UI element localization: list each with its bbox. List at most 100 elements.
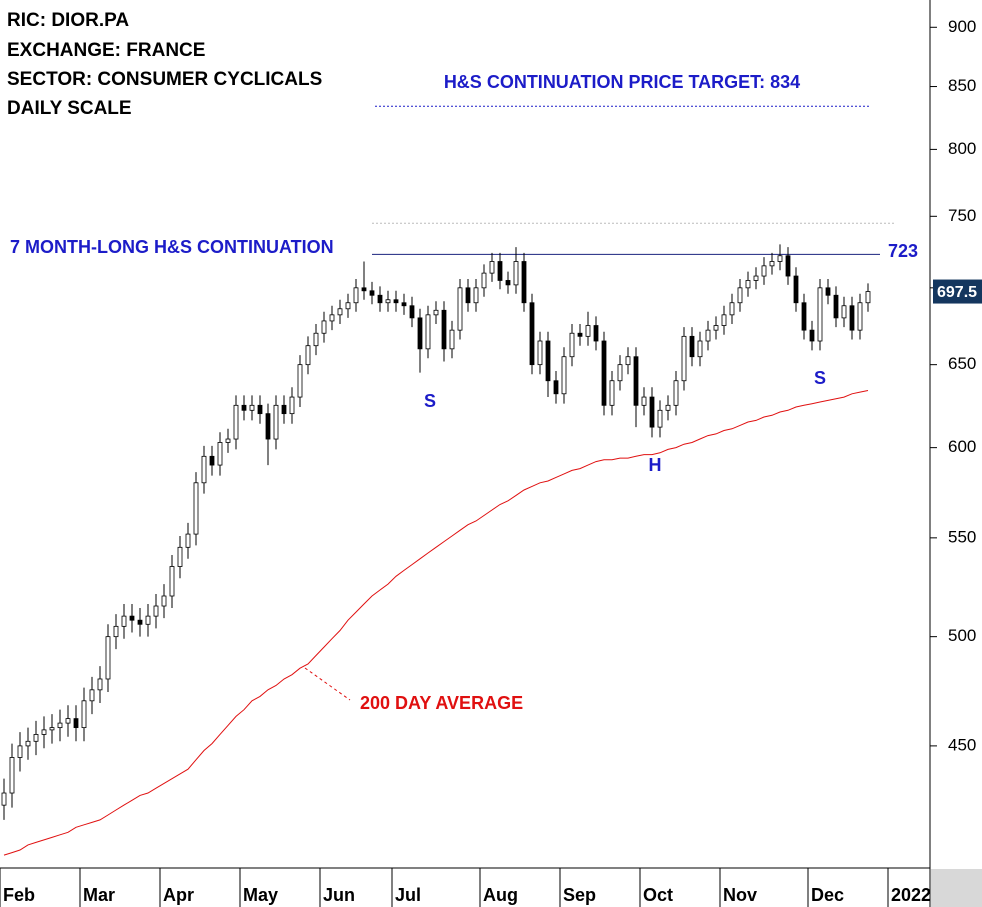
candle-body bbox=[473, 287, 479, 304]
candle-body bbox=[849, 305, 855, 331]
candle-body bbox=[385, 299, 391, 304]
candle-body bbox=[665, 404, 671, 411]
moving-average bbox=[3, 390, 869, 856]
candle-body bbox=[617, 364, 623, 382]
candle-body bbox=[777, 255, 783, 262]
candle-body bbox=[537, 340, 543, 366]
candle-body bbox=[593, 325, 599, 342]
candle-body bbox=[841, 305, 847, 319]
candle-body bbox=[561, 356, 567, 395]
x-tick-label: Dec bbox=[811, 885, 844, 905]
candle-body bbox=[73, 718, 79, 729]
candle-body bbox=[769, 261, 775, 267]
candle-body bbox=[673, 380, 679, 406]
y-tick-label: 750 bbox=[948, 206, 976, 225]
candle-body bbox=[33, 734, 39, 742]
candle-body bbox=[505, 280, 511, 286]
candle-body bbox=[305, 345, 311, 366]
candle-body bbox=[249, 404, 255, 411]
candle-body bbox=[465, 287, 471, 304]
candle-body bbox=[345, 302, 351, 310]
candle-body bbox=[793, 275, 799, 304]
candle-body bbox=[713, 325, 719, 331]
y-tick-label: 550 bbox=[948, 527, 976, 546]
x-tick-label: 2022 bbox=[891, 885, 931, 905]
candle-body bbox=[169, 566, 175, 597]
candle-body bbox=[105, 636, 111, 680]
header-line: DAILY SCALE bbox=[7, 98, 132, 119]
candle-body bbox=[801, 302, 807, 331]
candle-body bbox=[1, 792, 7, 806]
candle-body bbox=[625, 356, 631, 366]
candle-body bbox=[273, 404, 279, 440]
candle-body bbox=[577, 332, 583, 337]
candle-body bbox=[745, 280, 751, 289]
pattern-point: S bbox=[424, 391, 436, 411]
pattern-point: S bbox=[814, 368, 826, 388]
candle-body bbox=[689, 335, 695, 358]
plot bbox=[1, 105, 895, 856]
candle-body bbox=[377, 294, 383, 304]
candle-body bbox=[41, 729, 47, 735]
candle-body bbox=[321, 320, 327, 334]
candle-body bbox=[145, 615, 151, 625]
candle-body bbox=[545, 340, 551, 382]
x-tick-label: Apr bbox=[163, 885, 194, 905]
y-tick-label: 500 bbox=[948, 626, 976, 645]
candle-body bbox=[833, 294, 839, 319]
neckline-label: 723 bbox=[888, 241, 918, 261]
candle-body bbox=[497, 261, 503, 281]
y-tick-label: 600 bbox=[948, 437, 976, 456]
candle-body bbox=[129, 615, 135, 621]
candle-body bbox=[817, 287, 823, 342]
candle-body bbox=[761, 265, 767, 277]
candle-body bbox=[193, 482, 199, 535]
candle-body bbox=[361, 287, 367, 292]
candle-body bbox=[257, 404, 263, 415]
candle-body bbox=[585, 325, 591, 337]
target-label: H&S CONTINUATION PRICE TARGET: 834 bbox=[444, 72, 800, 92]
candle-body bbox=[177, 546, 183, 567]
candle-body bbox=[225, 438, 231, 443]
candle-body bbox=[449, 329, 455, 350]
candle-body bbox=[233, 404, 239, 440]
candle-body bbox=[25, 740, 31, 747]
candle-body bbox=[201, 455, 207, 484]
candle-body bbox=[65, 718, 71, 724]
x-tick-label: Nov bbox=[723, 885, 757, 905]
candle-body bbox=[241, 404, 247, 411]
candle-body bbox=[81, 700, 87, 729]
x-tick-label: Sep bbox=[563, 885, 596, 905]
candle-body bbox=[297, 364, 303, 398]
candle-body bbox=[137, 619, 143, 625]
candle-body bbox=[513, 261, 519, 286]
candle-body bbox=[113, 625, 119, 638]
x-tick-label: May bbox=[243, 885, 278, 905]
candle-body bbox=[569, 332, 575, 358]
candle-body bbox=[313, 332, 319, 347]
candle-body bbox=[609, 380, 615, 406]
candle-body bbox=[289, 396, 295, 415]
candle-body bbox=[97, 678, 103, 691]
candle-body bbox=[457, 287, 463, 331]
candle-body bbox=[785, 255, 791, 277]
pattern-point: H bbox=[649, 455, 662, 475]
candle-body bbox=[217, 442, 223, 466]
candle-body bbox=[489, 261, 495, 274]
candle-body bbox=[729, 302, 735, 316]
candle-body bbox=[633, 356, 639, 406]
candle-body bbox=[521, 261, 527, 304]
candle-body bbox=[17, 745, 23, 758]
candle-body bbox=[553, 380, 559, 395]
y-tick-label: 650 bbox=[948, 354, 976, 373]
candle-body bbox=[417, 317, 423, 350]
header-line: EXCHANGE: FRANCE bbox=[7, 40, 205, 61]
x-tick-label: Oct bbox=[643, 885, 673, 905]
candle-body bbox=[721, 314, 727, 326]
candle-body bbox=[641, 396, 647, 406]
candle-body bbox=[369, 290, 375, 296]
price-tag bbox=[933, 279, 982, 304]
header-line: RIC: DIOR.PA bbox=[7, 10, 129, 31]
y-tick-label: 850 bbox=[948, 76, 976, 95]
